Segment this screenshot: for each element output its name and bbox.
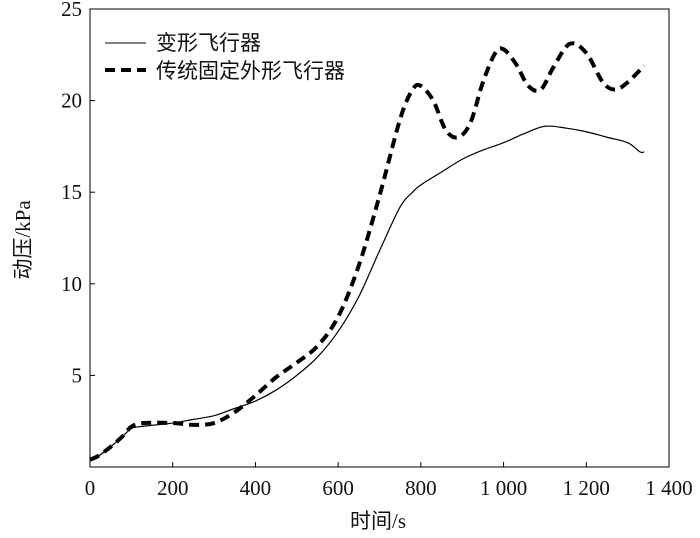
y-tick-label: 20 [61,89,82,113]
x-axis-label: 时间/s [350,509,406,533]
x-tick-label: 200 [157,476,189,500]
y-tick-label: 10 [61,272,82,296]
x-tick-label: 600 [322,476,354,500]
x-tick-label: 400 [240,476,272,500]
x-tick-label: 0 [85,476,96,500]
x-tick-label: 800 [405,476,437,500]
series-line-0 [89,125,645,461]
plot-frame [89,8,670,468]
y-axis-label: 动压/kPa [11,200,35,280]
legend: 变形飞行器 传统固定外形飞行器 [105,31,345,83]
legend-label-0: 变形飞行器 [156,31,261,55]
y-tick-label: 25 [61,0,82,21]
y-tick-label: 15 [61,180,82,204]
series-line-1 [89,41,646,462]
y-tick-label: 5 [72,363,83,387]
x-tick-label: 1 200 [563,476,610,500]
x-tick-label: 1 000 [480,476,527,500]
x-tick-label: 1 400 [645,476,692,500]
legend-label-1: 传统固定外形飞行器 [156,59,345,83]
